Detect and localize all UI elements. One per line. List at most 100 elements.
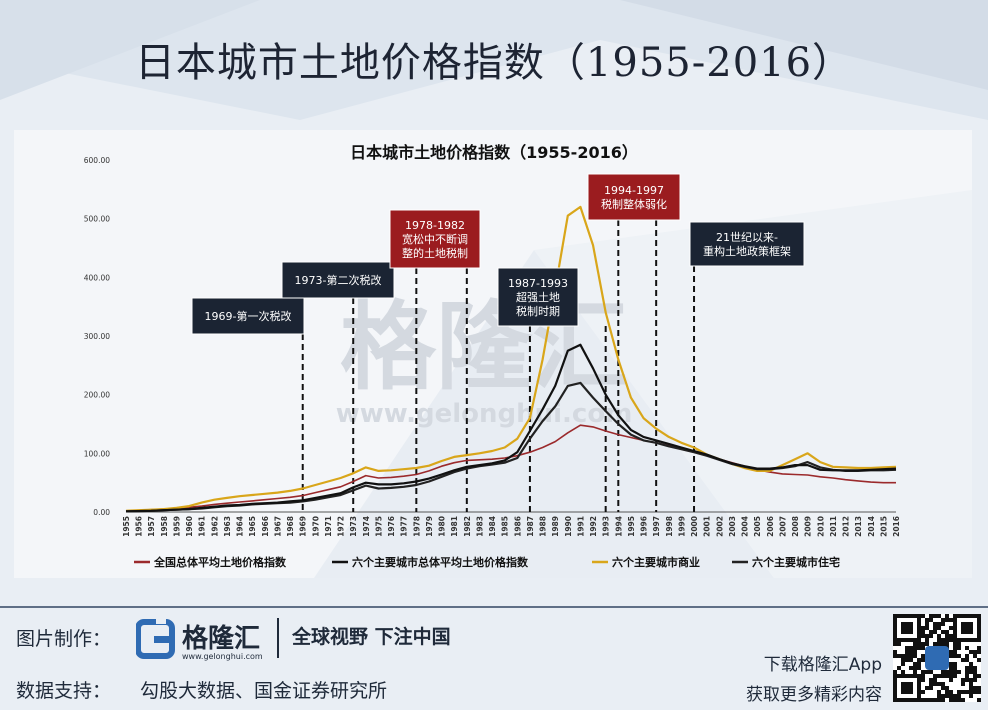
x-tick-label: 2006	[766, 516, 775, 537]
page-title: 日本城市土地价格指数（1955-2016）	[134, 40, 854, 86]
annotation-text: 整的土地税制	[402, 246, 468, 260]
annotation-text: 超强土地	[516, 290, 560, 304]
annotation-box	[281, 261, 395, 299]
x-tick-label: 1990	[564, 516, 573, 537]
slogan: 全球视野 下注中国	[292, 626, 451, 648]
chart-title: 日本城市土地价格指数（1955-2016）	[350, 143, 638, 162]
annotation-box	[191, 297, 305, 335]
footer-vertical-divider	[277, 618, 279, 658]
x-tick-label: 1989	[551, 516, 560, 537]
legend-label: 全国总体平均土地价格指数	[153, 555, 287, 569]
x-tick-label: 2009	[804, 516, 813, 537]
chart-card: 格隆汇 www.gelonghui.com 日本城市土地价格指数（1955-2016…	[14, 130, 972, 578]
x-tick-label: 1963	[223, 516, 232, 537]
x-tick-label: 1976	[387, 516, 396, 537]
x-tick-label: 1977	[400, 516, 409, 537]
x-tick-label: 1987	[526, 516, 535, 537]
annotation-box	[689, 221, 805, 267]
x-tick-label: 2016	[892, 516, 901, 537]
x-tick-label: 1968	[286, 516, 295, 537]
x-tick-label: 2011	[829, 516, 838, 537]
x-tick-label: 2010	[816, 516, 825, 537]
annotation-text: 税制时期	[516, 304, 560, 318]
annotation-box	[389, 209, 481, 269]
annotation-text: 1969-第一次税改	[205, 309, 292, 323]
x-tick-label: 1959	[172, 516, 181, 537]
x-tick-label: 2013	[854, 516, 863, 537]
x-tick-label: 1996	[640, 516, 649, 537]
y-tick-label: 400.00	[84, 273, 110, 282]
legend-label: 六个主要城市住宅	[752, 555, 840, 569]
x-tick-label: 1980	[438, 516, 447, 537]
x-tick-label: 1979	[425, 516, 434, 537]
annotation-text: 1973-第二次税改	[295, 273, 382, 287]
annotation-text: 宽松中不断调	[402, 232, 468, 246]
x-tick-label: 1956	[135, 516, 144, 537]
x-tick-label: 1965	[248, 516, 257, 537]
annotation-box	[497, 267, 579, 327]
x-tick-label: 2001	[703, 516, 712, 537]
y-tick-label: 0.00	[93, 508, 110, 517]
x-tick-label: 1960	[185, 516, 194, 537]
annotation-text: 21世纪以来-	[716, 231, 778, 244]
x-tick-label: 1999	[677, 516, 686, 537]
x-tick-label: 2008	[791, 516, 800, 537]
x-tick-label: 2012	[842, 516, 851, 537]
annotation-text: 1994-1997	[604, 184, 664, 197]
x-tick-label: 1966	[261, 516, 270, 537]
x-tick-label: 1998	[665, 516, 674, 537]
y-tick-label: 200.00	[84, 391, 110, 400]
data-support-label: 数据支持：	[16, 680, 112, 702]
x-tick-label: 1995	[627, 516, 636, 537]
annotation-text: 重构土地政策框架	[703, 244, 791, 258]
legend-label: 六个主要城市总体平均土地价格指数	[352, 555, 529, 569]
app-download-text: 下载格隆汇App	[763, 655, 882, 675]
x-tick-label: 1969	[299, 516, 308, 537]
x-tick-label: 1961	[198, 516, 207, 537]
y-tick-label: 500.00	[84, 215, 110, 224]
x-tick-label: 2002	[715, 516, 724, 537]
x-tick-label: 1991	[576, 516, 585, 537]
logo-name: 格隆汇	[182, 624, 261, 654]
x-tick-label: 2007	[778, 516, 787, 537]
x-tick-label: 1971	[324, 516, 333, 537]
x-tick-label: 1982	[463, 516, 472, 537]
x-tick-label: 2004	[741, 516, 750, 537]
made-by-label: 图片制作：	[16, 628, 112, 650]
x-tick-label: 1975	[374, 516, 383, 537]
x-tick-label: 2014	[867, 516, 876, 537]
logo-icon	[135, 616, 175, 659]
legend-label: 六个主要城市商业	[612, 555, 700, 569]
watermark-text: 格隆汇	[340, 291, 628, 403]
series-line-2	[125, 205, 897, 512]
series-line-1	[125, 343, 897, 513]
x-tick-label: 1957	[147, 516, 156, 537]
x-tick-label: 1983	[475, 516, 484, 537]
x-tick-label: 1985	[501, 516, 510, 537]
qr-code[interactable]	[893, 614, 981, 702]
chart-bg-shape	[314, 250, 774, 578]
x-tick-label: 2000	[690, 516, 699, 537]
x-tick-label: 2003	[728, 516, 737, 537]
x-tick-label: 1973	[349, 516, 358, 537]
x-tick-label: 1958	[160, 516, 169, 537]
annotation-box	[587, 173, 681, 221]
x-tick-label: 2005	[753, 516, 762, 537]
annotation-text: 1987-1993	[508, 277, 568, 290]
x-tick-label: 1984	[488, 516, 497, 537]
x-tick-label: 1967	[273, 516, 282, 537]
y-tick-label: 100.00	[84, 449, 110, 458]
footer-divider	[0, 606, 988, 608]
x-tick-label: 1964	[236, 516, 245, 537]
x-tick-label: 2015	[879, 516, 888, 537]
x-tick-label: 1978	[412, 516, 421, 537]
annotation-text: 税制整体弱化	[601, 197, 667, 211]
x-tick-label: 1992	[589, 516, 598, 537]
y-tick-label: 300.00	[84, 332, 110, 341]
x-tick-label: 1988	[539, 516, 548, 537]
data-support-value: 勾股大数据、国金证券研究所	[140, 680, 388, 702]
x-tick-label: 1974	[362, 516, 371, 537]
watermark-url: www.gelonghui.com	[336, 399, 633, 429]
x-tick-label: 1981	[450, 516, 459, 537]
